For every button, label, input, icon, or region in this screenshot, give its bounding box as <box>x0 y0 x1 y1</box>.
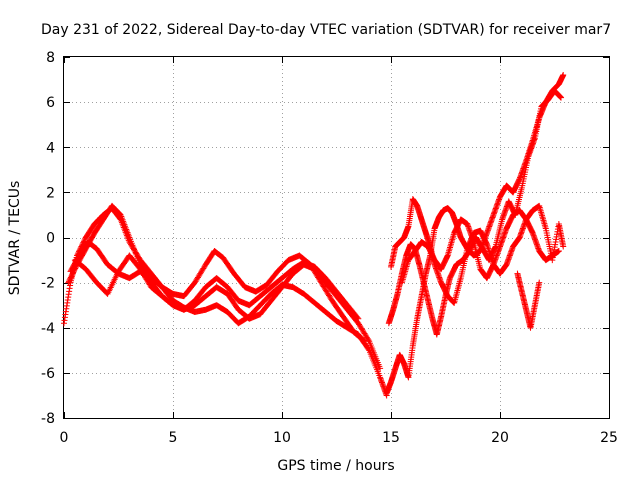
data-point <box>560 72 567 79</box>
y-tick-label: 8 <box>46 50 55 66</box>
x-tick-label: 0 <box>60 430 69 446</box>
y-axis-label: SDTVAR / TECUs <box>7 181 23 296</box>
data-point <box>555 248 562 255</box>
chart-title: Day 231 of 2022, Sidereal Day-to-day VTE… <box>41 22 611 38</box>
x-tick-label: 15 <box>382 430 400 446</box>
x-tick-label: 20 <box>491 430 509 446</box>
y-tick-label: -2 <box>41 276 55 292</box>
data-point <box>560 243 567 250</box>
series-track-6 <box>385 87 565 338</box>
data-point-interp <box>67 275 74 282</box>
y-tick-label: 4 <box>46 140 55 156</box>
y-tick-label: -4 <box>41 321 55 337</box>
series-track-2 <box>65 202 368 345</box>
data-point-interp <box>67 274 74 281</box>
data-point-interp <box>365 336 372 343</box>
data-point-interp <box>80 238 87 245</box>
x-tick-label: 10 <box>273 430 291 446</box>
data-points <box>61 72 567 399</box>
data-point-interp <box>68 273 75 280</box>
y-tick-label: -8 <box>41 411 55 427</box>
x-tick-label: 25 <box>600 430 618 446</box>
data-point <box>377 365 384 372</box>
data-point-interp <box>354 314 361 321</box>
gridlines <box>64 57 609 418</box>
x-tick-label: 5 <box>169 430 178 446</box>
data-point <box>65 279 72 286</box>
data-point-interp <box>81 237 88 244</box>
data-point <box>536 279 543 286</box>
data-point <box>355 315 362 322</box>
y-tick-label: -6 <box>41 366 55 382</box>
series-track-8 <box>398 207 562 286</box>
axis-ticks <box>64 57 610 419</box>
y-tick-label: 2 <box>46 185 55 201</box>
series-track-9 <box>514 270 543 331</box>
series-track-4 <box>71 252 362 322</box>
data-point <box>558 94 565 101</box>
y-tick-label: 6 <box>46 95 55 111</box>
data-point-interp <box>361 337 368 344</box>
data-point-interp <box>66 277 73 284</box>
data-point-interp <box>65 278 72 285</box>
plot-frame <box>63 56 610 419</box>
y-tick-label: 0 <box>46 231 55 247</box>
series-track-7 <box>388 196 567 306</box>
data-point-interp <box>69 271 76 278</box>
x-axis-label: GPS time / hours <box>277 458 394 474</box>
